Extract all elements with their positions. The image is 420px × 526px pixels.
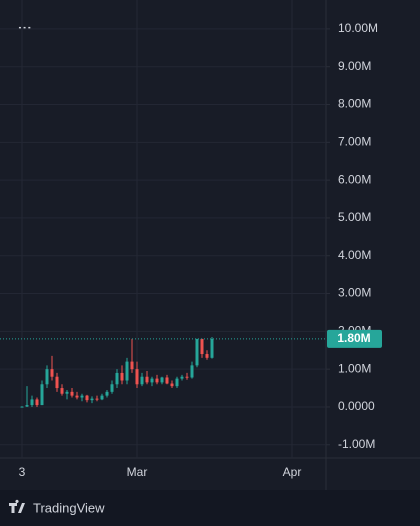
candle-body: [180, 376, 184, 379]
x-tick-label: Apr: [283, 465, 302, 479]
y-tick-label: -1.00M: [338, 437, 375, 451]
candle-body: [205, 354, 209, 358]
candle-body: [155, 378, 159, 383]
chart-background: [0, 0, 420, 490]
candle-body: [110, 384, 114, 392]
y-tick-label: 0.0000: [338, 399, 375, 413]
candle-body: [125, 361, 129, 381]
x-tick-label: Mar: [127, 465, 148, 479]
candle-body: [120, 372, 124, 381]
y-tick-label: 8.00M: [338, 97, 371, 111]
candle-body: [210, 338, 214, 358]
candle-body: [165, 377, 169, 384]
candle-body: [40, 384, 44, 406]
candle-body: [175, 378, 179, 387]
candle-body: [90, 398, 94, 401]
y-tick-label: 3.00M: [338, 286, 371, 300]
candle-body: [30, 399, 34, 406]
last-price-label: 1.80M: [337, 331, 370, 345]
candle-body: [170, 383, 174, 387]
candle-body: [45, 369, 49, 385]
y-tick-label: 1.00M: [338, 361, 371, 375]
candle-body: [95, 398, 99, 400]
last-price-box: [327, 329, 382, 348]
candle-body: [60, 388, 64, 394]
candle-body: [75, 395, 79, 398]
candle-body: [140, 376, 144, 385]
candle-body: [190, 365, 194, 378]
y-tick-label: 4.00M: [338, 248, 371, 262]
candle-body: [20, 406, 24, 408]
candle-body: [105, 391, 109, 396]
y-tick-label: 9.00M: [338, 59, 371, 73]
candle-body: [50, 369, 54, 377]
y-tick-label: 10.00M: [338, 21, 378, 35]
candle-body: [70, 391, 74, 396]
candle-body: [100, 395, 104, 400]
candle-body: [200, 338, 204, 355]
candle-body: [85, 395, 89, 401]
candle-body: [55, 376, 59, 389]
candle-body: [185, 376, 189, 378]
candle-body: [160, 377, 164, 383]
candle-body: [80, 395, 84, 398]
candle-body: [150, 378, 154, 383]
x-tick-label: 3: [19, 465, 26, 479]
y-tick-label: 6.00M: [338, 172, 371, 186]
y-tick-label: 5.00M: [338, 210, 371, 224]
candle-body: [130, 361, 134, 370]
y-tick-label: 7.00M: [338, 134, 371, 148]
candle-body: [35, 399, 39, 406]
logo-icon: [9, 499, 25, 513]
candle-body: [25, 405, 29, 407]
menu-dots[interactable]: ···: [18, 20, 32, 36]
candle-body: [195, 338, 199, 366]
candle-body: [145, 376, 149, 383]
candle-body: [135, 369, 139, 385]
attribution: TradingView: [33, 500, 105, 515]
candle-body: [115, 372, 119, 385]
logo[interactable]: TradingView: [9, 499, 105, 516]
candle-body: [65, 391, 69, 394]
